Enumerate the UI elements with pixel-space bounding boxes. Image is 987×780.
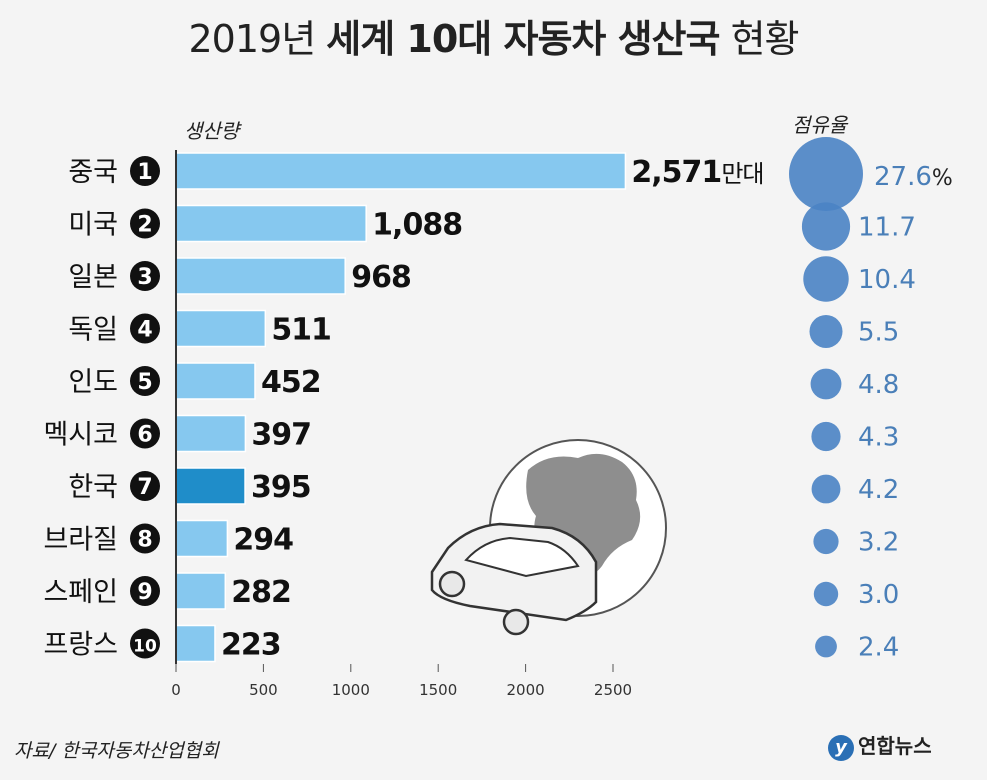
rank-badge: [130, 156, 160, 186]
category-label: 스페인: [43, 577, 118, 608]
data-label: 2,571만대: [631, 155, 763, 190]
data-label: 1,088: [372, 208, 462, 243]
rank-number: 7: [137, 475, 152, 500]
rank-number: 9: [137, 580, 152, 605]
category-label: 독일: [68, 315, 118, 346]
rank-badge: [130, 523, 160, 554]
chart-title: 2019년 세계 10대 자동차 생산국 현황: [0, 8, 987, 63]
data-label: 397: [251, 418, 311, 453]
category-label: 인도: [68, 367, 118, 398]
data-label: 282: [231, 575, 291, 610]
rank-badge: [130, 628, 160, 659]
share-label: 4.2: [858, 475, 899, 505]
share-label: 3.0: [858, 580, 899, 610]
bar: [175, 152, 627, 190]
data-label: 395: [251, 470, 311, 505]
globe-car-illustration: [430, 439, 667, 636]
data-label: 452: [261, 365, 321, 400]
share-label: 11.7: [858, 213, 916, 243]
bar: [175, 467, 246, 505]
category-label: 멕시코: [43, 420, 118, 451]
rank-number: 3: [137, 265, 152, 290]
rank-badge: [130, 261, 160, 291]
category-label: 일본: [68, 262, 118, 293]
source-note: 자료/ 한국자동차산업협회: [14, 740, 219, 762]
share-label: 27.6%: [874, 162, 953, 192]
category-label: 브라질: [43, 525, 118, 556]
share-bubble: [811, 421, 841, 452]
share-label: 4.8: [858, 370, 899, 400]
rank-badge: [130, 576, 160, 606]
category-label: 미국: [68, 210, 118, 241]
category-label: 한국: [68, 472, 118, 503]
bar: [175, 414, 247, 453]
car-icon: [430, 522, 598, 636]
share-label: 5.5: [858, 318, 899, 348]
data-label: 968: [351, 260, 411, 295]
unit-label: 만대: [721, 160, 763, 188]
yonhap-logo-icon: y: [828, 734, 854, 761]
rank-number: 5: [137, 370, 152, 395]
share-bubble: [811, 474, 841, 504]
share-bubble: [813, 528, 839, 555]
x-tick-label: 2000: [507, 681, 545, 699]
bar: [175, 204, 367, 243]
bar: [175, 624, 216, 663]
category-label: 중국: [68, 157, 118, 188]
share-axis-label: 점유율: [792, 113, 849, 137]
rank-number: 6: [137, 423, 152, 448]
share-unit: %: [932, 166, 953, 191]
rank-badge: [130, 418, 160, 449]
x-tick-label: 1000: [332, 681, 370, 699]
data-label: 294: [233, 523, 293, 558]
rank-badge: [130, 471, 160, 501]
rank-badge: [130, 313, 160, 344]
data-label: 223: [221, 628, 281, 663]
title-main: 세계 10대 자동차 생산국: [326, 17, 720, 61]
share-bubble: [801, 202, 851, 251]
share-bubble: [810, 368, 842, 400]
title-year: 2019년: [188, 17, 317, 61]
rank-badge: [130, 366, 160, 396]
share-bubble: [815, 635, 837, 658]
bar: [175, 572, 227, 610]
rank-number: 1: [137, 160, 152, 185]
bar: [175, 519, 229, 558]
data-label: 511: [271, 313, 331, 348]
share-label: 4.3: [858, 423, 899, 453]
share-bubble: [809, 314, 843, 349]
share-label: 3.2: [858, 528, 899, 558]
bar: [175, 362, 256, 400]
category-label: 프랑스: [43, 630, 118, 661]
rank-number: 8: [137, 528, 152, 553]
x-tick-label: 0: [171, 681, 181, 699]
rank-badge: [130, 208, 160, 239]
x-tick-label: 500: [249, 681, 278, 699]
rank-number: 4: [137, 318, 152, 343]
y-axis-label: 생산량: [184, 119, 243, 143]
share-bubble: [813, 581, 839, 607]
share-label: 10.4: [858, 265, 916, 295]
x-tick-label: 1500: [419, 681, 457, 699]
x-tick-label: 2500: [594, 681, 632, 699]
rank-number: 2: [137, 213, 152, 238]
share-bubble: [803, 256, 849, 302]
bar: [175, 309, 267, 348]
rank-number: 10: [133, 637, 157, 657]
title-suffix: 현황: [730, 17, 800, 61]
share-label: 2.4: [858, 633, 899, 663]
bar: [175, 257, 346, 295]
share-bubble: [789, 137, 863, 211]
logo-text: 연합뉴스: [858, 734, 932, 758]
publisher-logo: y 연합뉴스: [828, 730, 932, 761]
